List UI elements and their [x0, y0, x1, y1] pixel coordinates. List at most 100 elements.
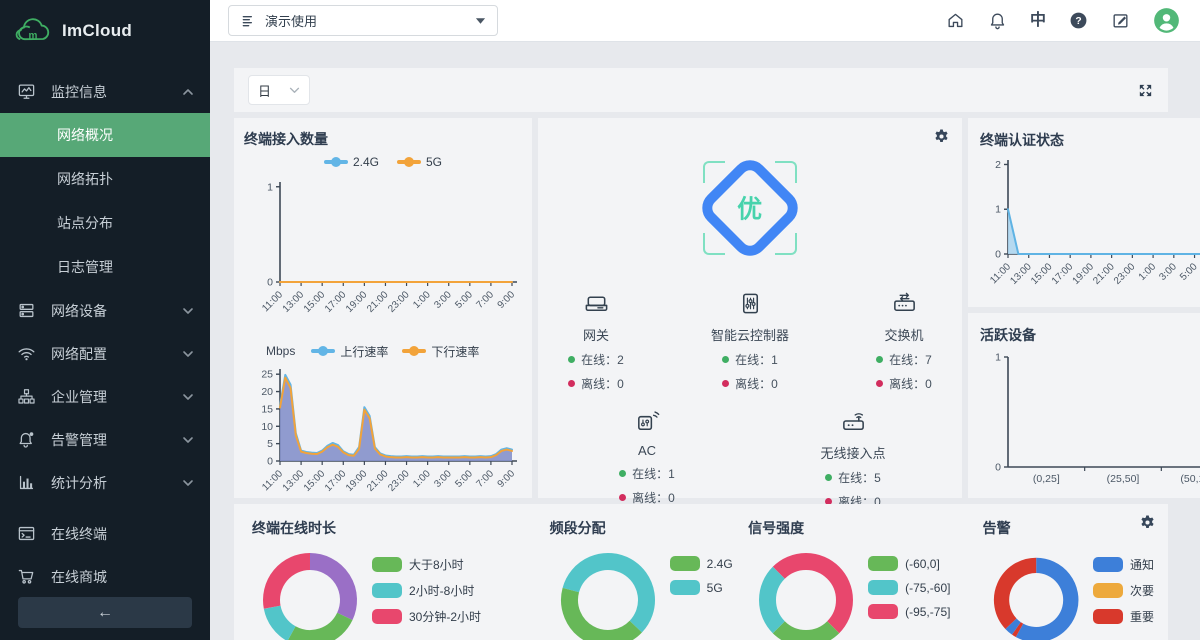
svg-text:15: 15	[261, 403, 273, 415]
device-offline-count: 离线：0	[860, 375, 948, 392]
device-offline-count: 离线：0	[552, 375, 640, 392]
legend-chip	[868, 580, 899, 595]
notifications-bell-icon[interactable]	[988, 11, 1007, 30]
home-icon[interactable]	[946, 11, 965, 30]
throughput-legend-row: Mbps 上行速率 下行速率	[244, 339, 522, 363]
legend-item-重要[interactable]: 重要	[1092, 608, 1154, 625]
donut-settings-gear-icon[interactable]	[1139, 514, 1156, 531]
alarms-section: 告警 通知 次要 重要	[983, 516, 1154, 640]
sidebar-item-4[interactable]: 告警管理	[0, 418, 210, 461]
legend-item-通知[interactable]: 通知	[1092, 556, 1154, 573]
sidebar-subitem-网络拓扑[interactable]: 网络拓扑	[57, 171, 113, 187]
network-health-card: 优 网关 在线：2 离线：0 智能云控制器 在线：1 离线：0 交换机 在线：7 离线：0 AC 在…	[538, 118, 962, 509]
sidebar-item-2[interactable]: 网络配置	[0, 332, 210, 375]
avatar[interactable]	[1153, 7, 1180, 34]
legend-chip	[372, 609, 402, 624]
language-toggle[interactable]: 中	[1029, 11, 1046, 29]
svg-text:11:00: 11:00	[260, 468, 285, 493]
svg-text:19:00: 19:00	[344, 289, 370, 315]
svg-text:3:00: 3:00	[432, 468, 454, 490]
legend-item-(-95,-75][interactable]: (-95,-75]	[868, 604, 950, 619]
legend-item-(-75,-60][interactable]: (-75,-60]	[868, 580, 950, 595]
legend-item-2小时-8小时[interactable]: 2小时-8小时	[372, 582, 481, 599]
tenant-select-value: 演示使用	[265, 14, 318, 29]
throughput-unit: Mbps	[266, 344, 296, 358]
legend-label: (-95,-75]	[905, 604, 951, 619]
legend-label: 2.4G	[706, 556, 733, 571]
legend-item-5G[interactable]: 5G	[397, 155, 442, 169]
svg-text:20: 20	[261, 386, 273, 398]
svg-text:10: 10	[261, 421, 273, 433]
device-name: 交换机	[884, 328, 924, 343]
wifi-icon	[17, 344, 36, 363]
period-select[interactable]: 日	[248, 75, 310, 105]
svg-text:17:00: 17:00	[323, 289, 349, 315]
device-online-count: 在线：7	[860, 351, 948, 368]
svg-text:7:00: 7:00	[474, 468, 496, 490]
svg-text:17:00: 17:00	[323, 468, 349, 494]
band-allocation-donut	[560, 553, 655, 640]
svg-text:?: ?	[1075, 16, 1081, 27]
svg-text:13:00: 13:00	[1008, 261, 1034, 287]
offline-text: 离线：0	[735, 377, 778, 391]
throughput-chart: 0 5 10 15 20 25 11:00 13:00 15:00 17:00 19:00 21:00…	[244, 363, 522, 512]
band-allocation-section: 频段分配 2.4G 5G	[550, 516, 748, 640]
monitor-icon	[17, 82, 36, 101]
fullscreen-icon[interactable]	[1137, 82, 1154, 99]
device-row-1: 网关 在线：2 离线：0 智能云控制器 在线：1 离线：0 交换机 在线：7 离线：0	[552, 290, 948, 392]
sidebar-subitem-网络概况[interactable]: 网络概况	[0, 113, 210, 157]
svg-text:(25,50]: (25,50]	[1107, 473, 1140, 485]
auth-status-chart: 0 1 2 11:00 13:00 15:00 17:00 19:00 21:00 23:00 1:…	[980, 150, 1200, 307]
sidebar-item-label: 网络设备	[51, 302, 107, 319]
feedback-edit-icon[interactable]	[1111, 11, 1130, 30]
device-name: 网关	[582, 328, 609, 343]
legend-item-大于8小时[interactable]: 大于8小时	[372, 556, 481, 573]
sidebar-item-3[interactable]: 企业管理	[0, 375, 210, 418]
sidebar-subitem-日志管理[interactable]: 日志管理	[57, 259, 113, 275]
svg-text:1: 1	[995, 204, 1001, 216]
legend-item-下行速率[interactable]: 下行速率	[402, 343, 479, 360]
online-text: 在线：7	[889, 353, 932, 367]
online-text: 在线：1	[735, 353, 778, 367]
sidebar-item-label: 监控信息	[51, 83, 107, 100]
legend-item-次要[interactable]: 次要	[1092, 582, 1154, 599]
health-settings-gear-icon[interactable]	[933, 128, 950, 145]
online-text: 在线：5	[838, 471, 881, 485]
legend-item-2.4G[interactable]: 2.4G	[669, 556, 733, 571]
help-icon[interactable]: ?	[1069, 11, 1088, 30]
legend-marker	[397, 156, 421, 167]
legend-item-(-60,0][interactable]: (-60,0]	[868, 556, 950, 571]
legend-item-5G[interactable]: 5G	[669, 580, 733, 595]
dashboard-toolbar: 日	[234, 68, 1168, 112]
sidebar-item-1[interactable]: 网络设备	[0, 289, 210, 332]
sidebar-subitem-站点分布[interactable]: 站点分布	[57, 215, 113, 231]
band-allocation-body: 2.4G 5G	[550, 552, 748, 640]
svg-text:15:00: 15:00	[1029, 261, 1055, 287]
svg-text:0: 0	[267, 456, 273, 468]
content: 日 终端接入数量 2.4G 5G 0 1 11:00 13:00 15:00 17:00 19…	[210, 42, 1200, 640]
sidebar-item-6[interactable]: 在线终端	[0, 512, 210, 555]
legend-label: 次要	[1129, 584, 1154, 598]
device-row-2: AC 在线：1 离线：0 无线接入点 在线：5 离线：0	[552, 408, 948, 510]
chevron-down-icon	[289, 87, 300, 94]
sidebar-item-label: 告警管理	[51, 431, 107, 448]
sidebar-collapse-button[interactable]: ←	[18, 597, 192, 628]
legend-item-2.4G[interactable]: 2.4G	[323, 155, 379, 169]
offline-dot	[825, 498, 833, 505]
mall-icon	[17, 567, 36, 586]
svg-text:23:00: 23:00	[386, 468, 412, 494]
sidebar-item-0[interactable]: 监控信息	[0, 70, 210, 113]
chevron-down-icon	[182, 305, 194, 317]
chevron-up-icon	[182, 86, 194, 98]
svg-text:1:00: 1:00	[1137, 261, 1159, 283]
svg-text:5:00: 5:00	[1178, 261, 1200, 283]
legend-item-30分钟-2小时[interactable]: 30分钟-2小时	[372, 608, 481, 625]
tenant-select[interactable]: 演示使用	[228, 5, 498, 36]
device-交换机: 交换机在线：7 离线：0	[860, 290, 948, 392]
sidebar-item-7[interactable]: 在线商城	[0, 555, 210, 598]
legend-item-上行速率[interactable]: 上行速率	[311, 343, 388, 360]
device-online-count: 在线：5	[809, 469, 897, 486]
sidebar-item-5[interactable]: 统计分析	[0, 461, 210, 504]
device-智能云控制器: 智能云控制器 在线：1 离线：0	[706, 290, 794, 392]
